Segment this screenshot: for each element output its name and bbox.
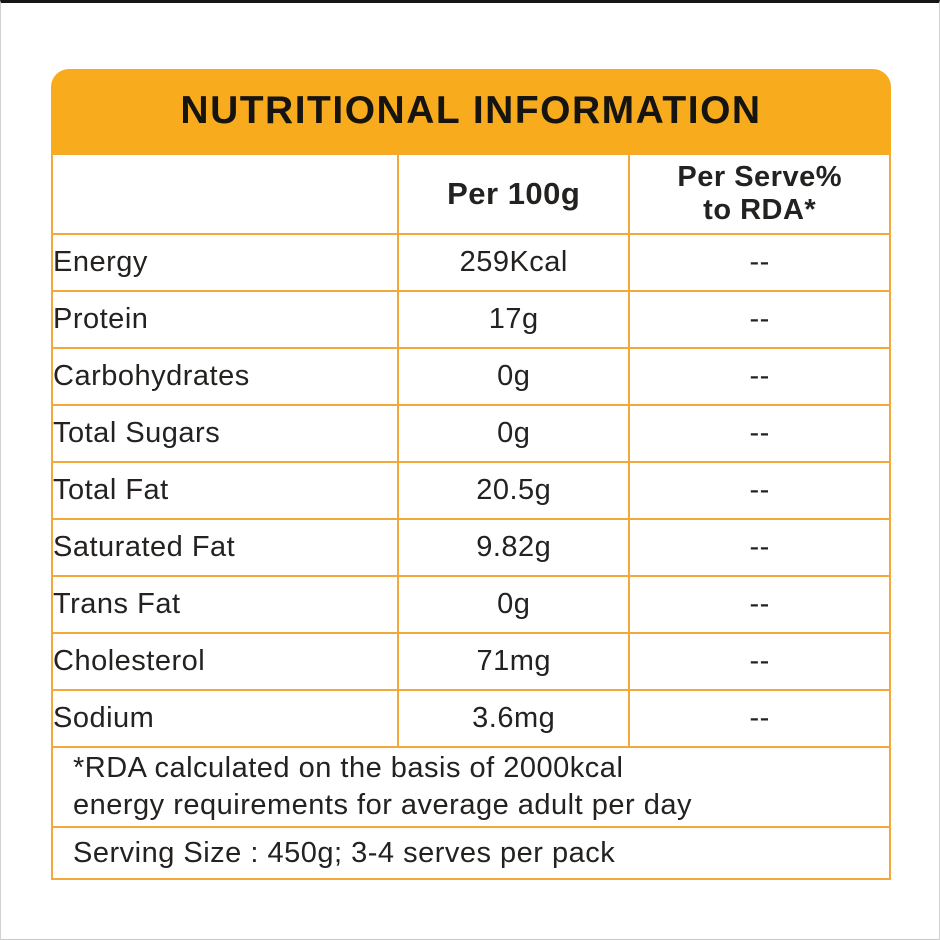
row-label: Carbohydrates [50,347,400,406]
row-value-per100g: 259Kcal [397,233,631,292]
rda-footnote-row: *RDA calculated on the basis of 2000kcal… [51,746,891,828]
row-label: Saturated Fat [50,518,400,577]
row-value-per100g: 71mg [397,632,631,691]
serving-size-note: Serving Size : 450g; 3-4 serves per pack [51,826,891,880]
rda-footnote: *RDA calculated on the basis of 2000kcal… [51,746,891,828]
row-label: Cholesterol [50,632,400,691]
row-value-perserve: -- [628,518,891,577]
header-per-serve-rda: Per Serve% to RDA* [628,153,891,235]
table-row-total-fat: Total Fat 20.5g -- [50,461,891,520]
row-value-perserve: -- [628,290,891,349]
header-per-100g: Per 100g [397,153,631,235]
row-value-perserve: -- [628,689,891,748]
serving-size-row: Serving Size : 450g; 3-4 serves per pack [51,826,891,880]
row-value-perserve: -- [628,233,891,292]
table-row-saturated-fat: Saturated Fat 9.82g -- [50,518,891,577]
row-value-perserve: -- [628,632,891,691]
row-value-perserve: -- [628,461,891,520]
nutrition-table: Per 100g Per Serve% to RDA* Energy 259Kc… [50,153,891,880]
table-row-total-sugars: Total Sugars 0g -- [50,404,891,463]
row-label: Total Fat [50,461,400,520]
row-value-per100g: 17g [397,290,631,349]
row-value-per100g: 0g [397,347,631,406]
header-per-serve-line1: Per Serve% [677,160,842,193]
row-label: Trans Fat [50,575,400,634]
header-blank-cell [50,153,400,235]
row-value-per100g: 20.5g [397,461,631,520]
row-label: Energy [50,233,400,292]
table-row-trans-fat: Trans Fat 0g -- [50,575,891,634]
row-value-per100g: 0g [397,575,631,634]
row-value-perserve: -- [628,575,891,634]
row-value-per100g: 3.6mg [397,689,631,748]
title-band: NUTRITIONAL INFORMATION [51,69,891,153]
table-row-cholesterol: Cholesterol 71mg -- [50,632,891,691]
row-value-per100g: 0g [397,404,631,463]
row-value-perserve: -- [628,404,891,463]
rda-footnote-line1: *RDA calculated on the basis of 2000kcal [73,751,624,784]
row-label: Total Sugars [50,404,400,463]
page-title: NUTRITIONAL INFORMATION [180,89,762,132]
header-per-serve-line2: to RDA* [703,194,817,226]
table-row-protein: Protein 17g -- [50,290,891,349]
table-row-sodium: Sodium 3.6mg -- [50,689,891,748]
row-label: Protein [50,290,400,349]
rda-footnote-line2: energy requirements for average adult pe… [73,789,692,821]
row-value-per100g: 9.82g [397,518,631,577]
table-row-energy: Energy 259Kcal -- [50,233,891,292]
table-row-carbohydrates: Carbohydrates 0g -- [50,347,891,406]
row-label: Sodium [50,689,400,748]
table-header-row: Per 100g Per Serve% to RDA* [50,153,891,235]
nutrition-label: NUTRITIONAL INFORMATION Per 100g Per Ser… [50,69,891,880]
row-value-perserve: -- [628,347,891,406]
